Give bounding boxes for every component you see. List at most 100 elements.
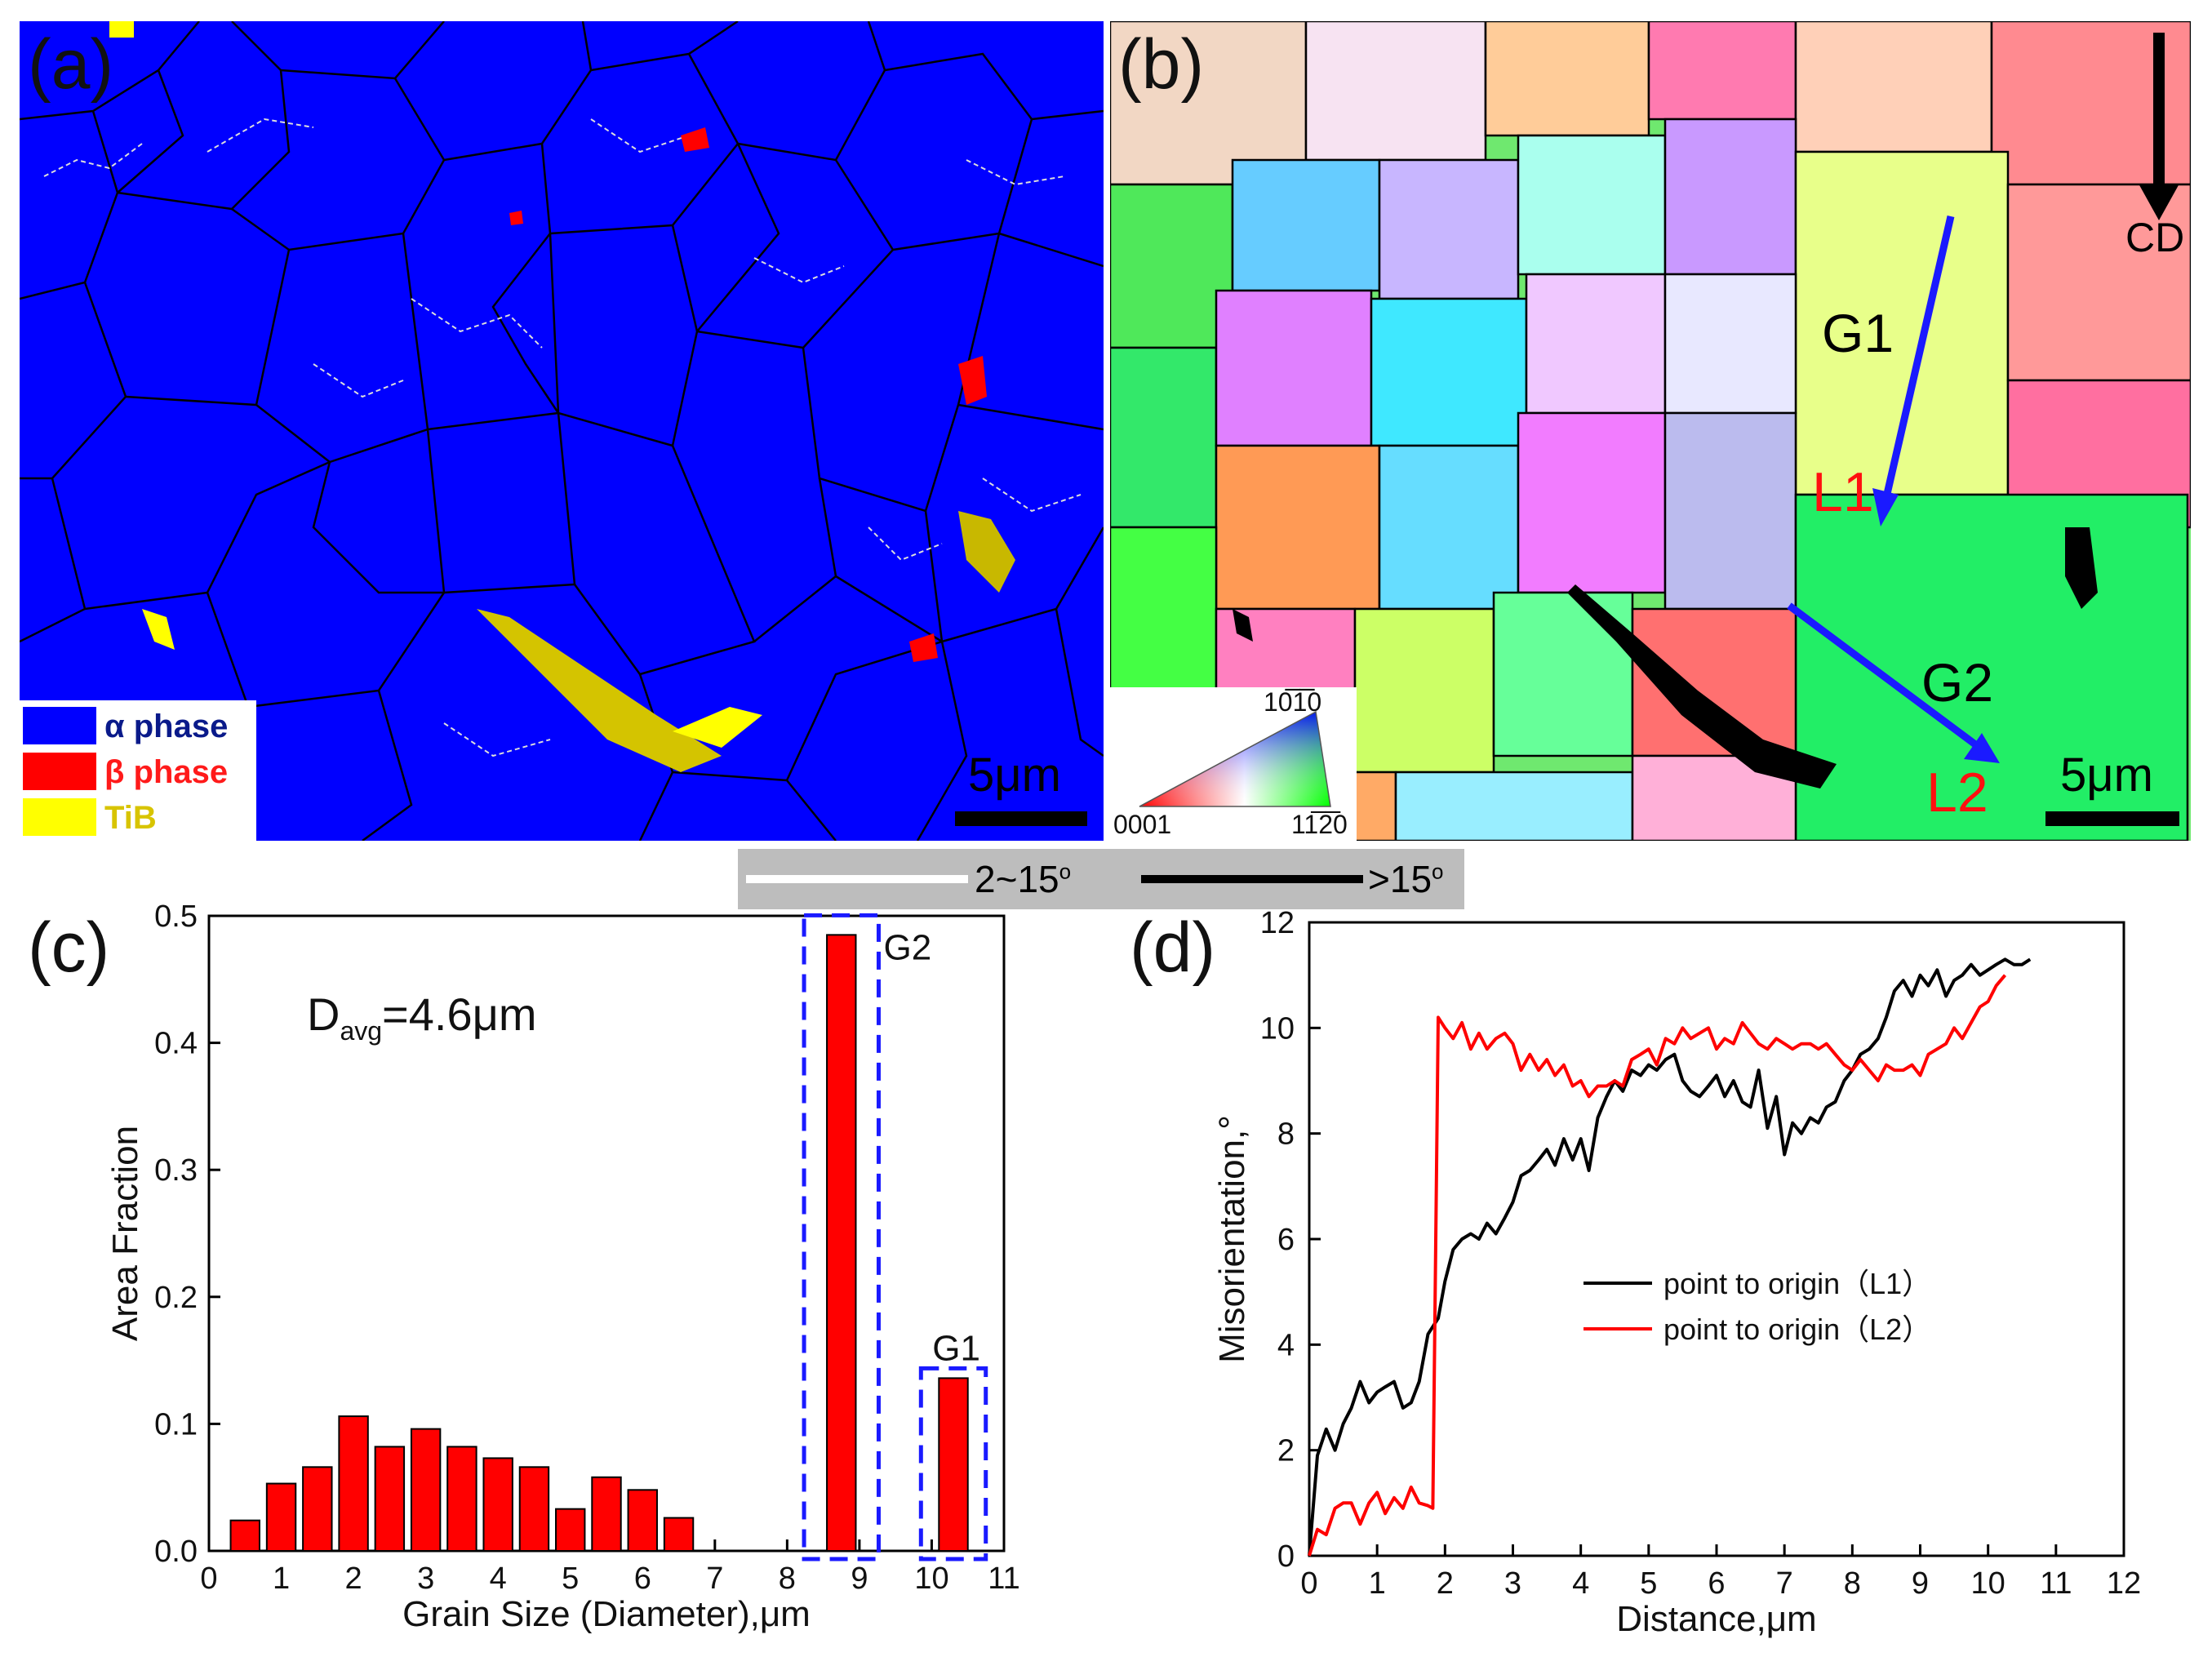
high-angle-line [1141, 875, 1363, 883]
y-tick-label: 12 [1260, 906, 1295, 940]
l1-arrowhead [1872, 488, 1899, 526]
panel-b-scalebar-label: 5μm [2060, 749, 2153, 802]
y-tick-label: 6 [1277, 1223, 1295, 1257]
tib-particles [109, 21, 1015, 772]
x-tick-label: 2 [345, 1561, 362, 1596]
y-tick-label: 10 [1260, 1011, 1295, 1046]
legend-label-1: point to origin（L1） [1663, 1267, 1931, 1300]
l2-label: L2 [1926, 762, 1988, 824]
ipf-top-label: 10̅1̅0 [1264, 687, 1322, 717]
low-angle-line [746, 875, 968, 883]
x-tick-label: 9 [851, 1561, 868, 1596]
panel-b-ipf-map [1110, 21, 2191, 841]
bar [374, 1446, 406, 1552]
l1-label: L1 [1812, 461, 1874, 523]
davg-annotation: Davg=4.6μm [307, 988, 537, 1046]
y-tick-label: 0.5 [154, 900, 198, 934]
y-tick-label: 2 [1277, 1434, 1295, 1468]
phase-legend: α phase β phase TiB [20, 700, 256, 841]
bar [446, 1446, 477, 1552]
high-angle-degree: o [1432, 859, 1444, 884]
bar [338, 1415, 369, 1552]
bar [302, 1466, 333, 1552]
legend-beta-swatch [23, 753, 96, 790]
g1-dashed-box [918, 1366, 988, 1561]
x-tick-label: 10 [1971, 1566, 2005, 1601]
legend-label-2: point to origin（L2） [1663, 1313, 1931, 1346]
x-tick-label: 7 [1776, 1566, 1793, 1601]
x-tick-label: 0 [200, 1561, 217, 1596]
legend-tib-swatch [23, 798, 96, 836]
panel-b-scalebar [2045, 811, 2179, 826]
x-tick-label: 4 [1572, 1566, 1589, 1601]
x-tick-label: 7 [706, 1561, 723, 1596]
bar [627, 1489, 658, 1553]
l2-arrow [1787, 602, 1978, 748]
g1-box-label: G1 [932, 1328, 980, 1368]
y-tick-label: 4 [1277, 1328, 1295, 1362]
ipf-key: 10̅1̅0 0001 11̅2̅0 [1110, 687, 1357, 841]
panel-a-scalebar-label: 5μm [968, 749, 1061, 802]
l2-arrowhead [1964, 733, 2000, 763]
x-tick-label: 6 [1708, 1566, 1725, 1601]
boundary-legend: 2~15o >15o [738, 849, 1464, 909]
g2-dashed-box [802, 913, 881, 1561]
x-tick-label: 3 [1504, 1566, 1521, 1601]
x-tick-label: 4 [490, 1561, 507, 1596]
g2-label: G2 [1921, 652, 1994, 713]
legend-beta: β phase [23, 751, 253, 792]
low-angle-label: 2~15o [975, 857, 1071, 901]
x-tick-label: 9 [1912, 1566, 1929, 1601]
panel-d-label: (d) [1130, 908, 1216, 987]
high-angle-text: >15 [1368, 858, 1432, 900]
legend-alpha-swatch [23, 707, 96, 744]
panel-b-label: (b) [1118, 25, 1205, 104]
x-tick-label: 1 [273, 1561, 290, 1596]
x-tick-label: 12 [2107, 1566, 2141, 1601]
g2-box-label: G2 [883, 927, 931, 967]
chart-d-frame [1308, 921, 2125, 1557]
legend-beta-label: β phase [104, 754, 229, 790]
y-tick-label: 0 [1277, 1539, 1295, 1574]
y-tick-label: 0.3 [154, 1153, 198, 1188]
low-angle-degree: o [1059, 859, 1072, 884]
bar [591, 1476, 622, 1552]
bar [518, 1466, 550, 1552]
legend-alpha: α phase [23, 705, 253, 746]
low-angle-text: 2~15 [975, 858, 1059, 900]
bar [938, 1377, 969, 1553]
bar [555, 1508, 586, 1552]
bar [410, 1428, 442, 1553]
y-tick-label: 0.4 [154, 1027, 198, 1061]
legend-tib: TiB [23, 797, 253, 837]
bar [482, 1457, 513, 1552]
legend-alpha-label: α phase [104, 709, 229, 744]
x-tick-label: 11 [2040, 1566, 2072, 1601]
x-axis-label: Distance,μm [1616, 1599, 1816, 1639]
x-tick-label: 8 [1844, 1566, 1861, 1601]
ipf-triangle [1139, 710, 1331, 807]
x-tick-label: 11 [988, 1561, 1019, 1596]
cd-arrowhead [2139, 184, 2179, 220]
l1-arrow [1883, 215, 1955, 495]
legend-tib-label: TiB [104, 800, 157, 836]
bar [826, 934, 857, 1552]
bar [229, 1519, 260, 1553]
bar [265, 1482, 297, 1552]
y-tick-label: 0.1 [154, 1407, 198, 1442]
x-tick-label: 10 [914, 1561, 948, 1596]
ipf-left-label: 0001 [1113, 810, 1172, 839]
high-angle-label: >15o [1368, 857, 1444, 901]
ipf-map-grains [1110, 21, 2191, 841]
ipf-right-label: 11̅2̅0 [1291, 810, 1348, 839]
x-tick-label: 5 [562, 1561, 579, 1596]
phase-map-grains [20, 21, 1104, 841]
y-tick-label: 8 [1277, 1117, 1295, 1152]
g1-label: G1 [1822, 303, 1894, 363]
x-tick-label: 1 [1369, 1566, 1386, 1601]
x-axis-label: Grain Size (Diameter),μm [402, 1594, 811, 1634]
x-tick-label: 2 [1437, 1566, 1454, 1601]
